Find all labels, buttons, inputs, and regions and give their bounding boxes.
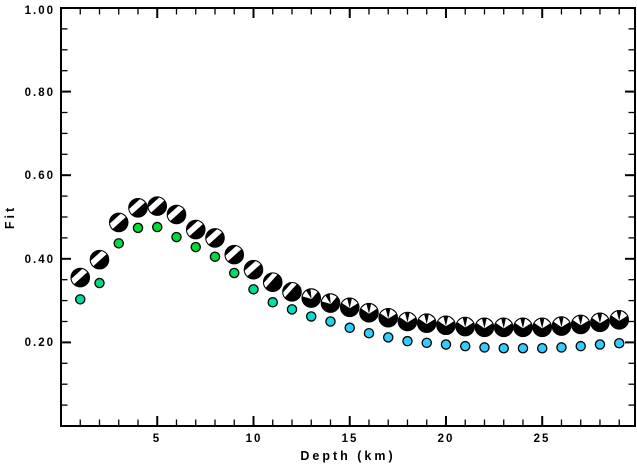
beachball-marker (70, 267, 91, 288)
dot-marker (402, 335, 413, 347)
dot-marker (575, 340, 586, 352)
dot-marker (190, 241, 201, 253)
dot-marker (440, 339, 452, 350)
beachball-marker (590, 312, 610, 333)
beachball-marker (436, 315, 456, 336)
dot-marker (459, 340, 471, 352)
dot-marker (286, 304, 298, 315)
y-axis-title: Fit (3, 205, 17, 229)
x-tick-label: 10 (246, 433, 263, 445)
beachball-marker (320, 293, 341, 313)
beachball-marker (474, 317, 495, 338)
y-tick-label: 0.80 (25, 87, 55, 99)
x-tick-label: 20 (438, 433, 455, 445)
beachball-marker (185, 219, 206, 240)
beachball-marker (166, 204, 187, 225)
beachball-marker (108, 212, 129, 233)
dot-marker (248, 284, 259, 295)
y-tick-label: 0.60 (25, 170, 55, 182)
beachball-marker (551, 316, 572, 336)
dot-marker (421, 337, 432, 349)
x-tick-label: 25 (534, 433, 551, 445)
dot-marker (132, 222, 144, 234)
beachball-marker (397, 311, 418, 332)
beachball-marker (532, 317, 553, 338)
dot-marker (171, 231, 182, 243)
dot-marker (479, 342, 490, 353)
beachball-marker (339, 297, 360, 318)
dot-marker (267, 297, 278, 308)
dot-marker (113, 238, 124, 249)
beachball-marker (224, 244, 245, 265)
plot-frame (60, 7, 636, 427)
beachball-marker (301, 288, 322, 308)
beachball-marker (282, 282, 302, 302)
beachball-marker (416, 313, 437, 333)
beachball-marker (128, 198, 148, 218)
data-markers (70, 196, 630, 354)
beachball-marker (243, 259, 264, 280)
y-tick-label: 1.00 (25, 5, 55, 17)
beachball-marker (359, 302, 379, 323)
beachball-marker (205, 228, 225, 248)
dot-marker (594, 339, 606, 350)
dot-marker (344, 322, 355, 334)
beachball-marker (89, 249, 110, 270)
dot-marker (209, 251, 221, 262)
beachball-marker (570, 314, 591, 335)
dot-marker (228, 267, 240, 279)
dot-marker (305, 311, 317, 322)
dot-marker (151, 221, 163, 233)
axis-ticks (62, 7, 634, 425)
y-tick-label: 0.40 (25, 254, 55, 266)
dot-marker (498, 343, 509, 354)
dot-marker (613, 337, 625, 349)
dot-marker (517, 343, 529, 354)
dot-marker (94, 277, 105, 289)
dot-marker (556, 342, 567, 353)
dot-marker (325, 316, 336, 327)
beachball-marker (262, 272, 283, 293)
x-axis-title: Depth (km) (300, 449, 395, 463)
dot-marker (74, 294, 86, 305)
x-tick-label: 15 (342, 433, 359, 445)
beachball-marker (455, 316, 476, 337)
beachball-marker (609, 310, 630, 330)
beachball-marker (493, 317, 514, 338)
x-tick-label: 5 (153, 433, 161, 445)
beachball-marker (513, 317, 533, 338)
dot-marker (363, 327, 375, 339)
dot-marker (382, 332, 394, 343)
y-tick-label: 0.20 (25, 337, 55, 349)
dot-marker (536, 343, 548, 354)
beachball-marker (147, 196, 168, 216)
beachball-marker (378, 307, 399, 328)
